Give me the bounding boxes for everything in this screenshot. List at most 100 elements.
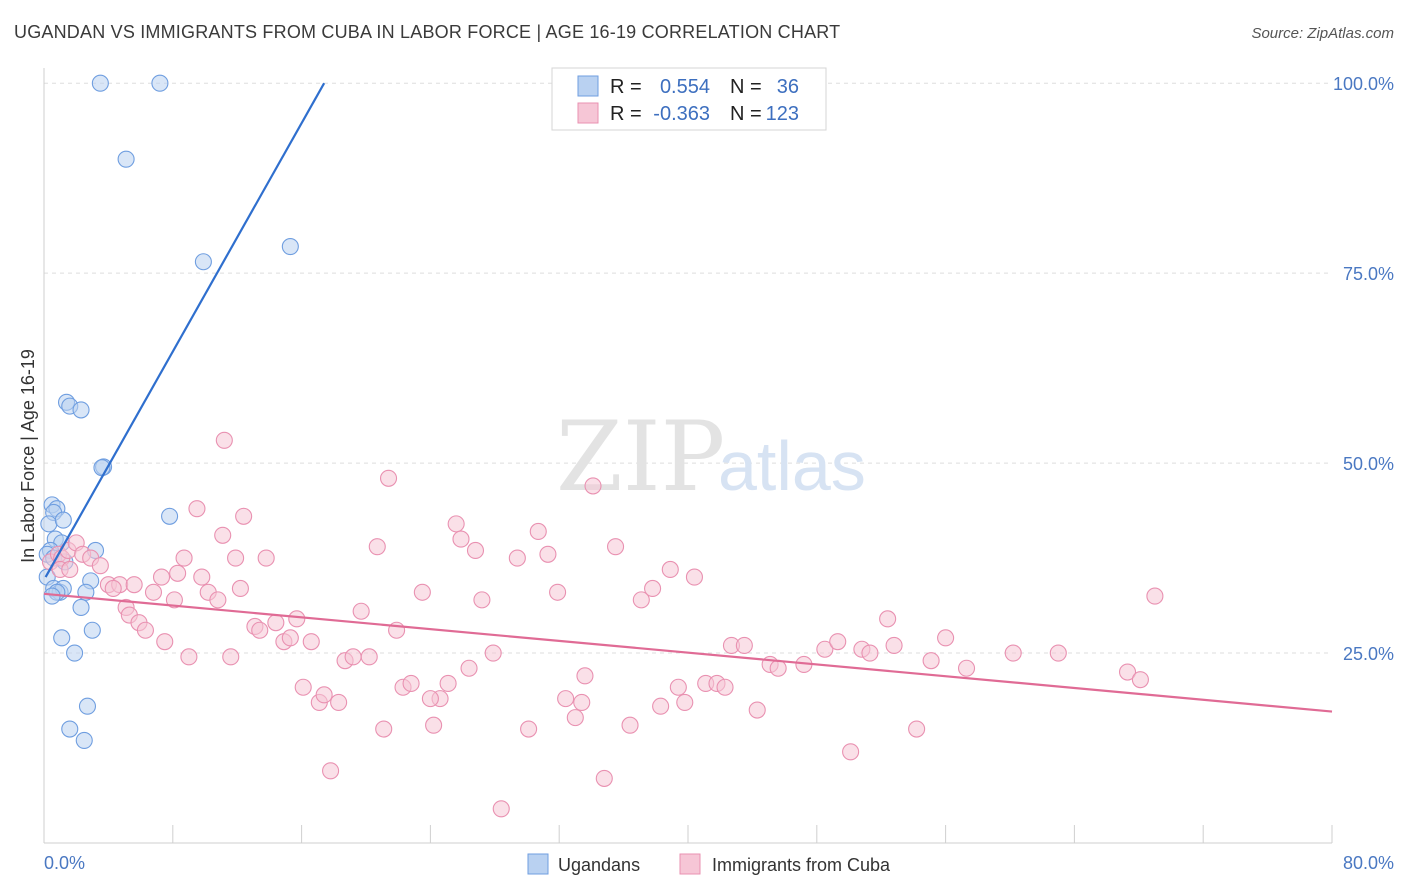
cuba-point-28	[209, 591, 227, 609]
stats-r-value-cuba: -0.363	[653, 103, 710, 125]
cuba-point-111	[1131, 671, 1149, 689]
cuba-point-41	[294, 678, 312, 696]
ugandans-point-32	[53, 629, 71, 647]
ugandans-trend-line	[44, 82, 326, 578]
cuba-point-12	[104, 579, 122, 598]
ugandans-point-35	[78, 697, 97, 715]
cuba-point-58	[425, 716, 443, 734]
cuba-point-78	[595, 769, 613, 787]
cuba-point-62	[452, 530, 470, 548]
cuba-point-104	[908, 720, 926, 738]
cuba-point-76	[576, 667, 594, 685]
ugandans-point-2	[117, 150, 135, 168]
stats-n-label-cuba: N =	[730, 103, 762, 125]
cuba-point-23	[175, 549, 193, 567]
ugandans-point-36	[61, 720, 79, 738]
cuba-point-61	[447, 515, 465, 533]
ugandans-point-37	[75, 731, 93, 749]
ugandans-point-3	[194, 253, 212, 271]
cuba-point-31	[227, 549, 245, 567]
cuba-point-52	[375, 720, 393, 738]
stats-r-value-ugandans: 0.554	[660, 76, 710, 98]
cuba-point-67	[492, 800, 510, 818]
y-tick-label-25: 25.0%	[1343, 644, 1394, 664]
cuba-point-72	[549, 583, 567, 601]
cuba-point-25	[188, 500, 206, 518]
legend-swatch-ugandans	[527, 853, 549, 875]
cuba-point-21	[165, 591, 183, 609]
y-tick-label-75: 75.0%	[1343, 264, 1394, 284]
cuba-point-69	[520, 720, 538, 738]
cuba-point-83	[652, 697, 670, 715]
cuba-point-70	[529, 522, 547, 541]
cuba-point-17	[136, 621, 154, 639]
cuba-point-102	[879, 610, 897, 628]
cuba-point-98	[829, 633, 847, 651]
cuba-point-95	[769, 659, 787, 677]
cuba-point-63	[460, 659, 478, 677]
cuba-point-71	[539, 545, 557, 563]
cuba-point-93	[748, 701, 766, 719]
cuba-point-53	[379, 469, 398, 487]
cuba-point-75	[573, 693, 591, 711]
cuba-point-51	[368, 538, 386, 556]
ugandans-point-13	[40, 515, 58, 533]
cuba-point-84	[661, 560, 679, 579]
cuba-point-86	[676, 693, 694, 711]
cuba-point-56	[402, 674, 420, 692]
cuba-point-80	[621, 716, 639, 734]
cuba-point-85	[669, 678, 687, 696]
cuba-point-22	[169, 564, 187, 582]
cuba-point-113	[215, 431, 233, 449]
legend-label-cuba: Immigrants from Cuba	[712, 855, 891, 875]
cuba-point-37	[267, 614, 285, 632]
cuba-point-74	[566, 709, 584, 727]
ugandans-point-31	[72, 598, 90, 617]
stats-r-label-cuba: R =	[610, 103, 642, 125]
x-axis-ticks	[172, 825, 1333, 843]
cuba-point-77	[584, 477, 602, 495]
x-tick-label-min: 0.0%	[44, 853, 85, 873]
y-tick-label-50: 50.0%	[1343, 454, 1394, 474]
cuba-point-108	[1004, 644, 1022, 662]
watermark-zip: ZIP	[556, 401, 725, 513]
cuba-point-87	[685, 568, 703, 586]
cuba-point-26	[193, 568, 211, 586]
ugandans-point-34	[66, 644, 84, 662]
cuba-point-32	[231, 579, 249, 598]
ugandans-point-0	[91, 74, 109, 92]
cuba-point-15	[125, 576, 143, 594]
cuba-point-57	[413, 583, 431, 601]
cuba-point-79	[606, 538, 625, 556]
cuba-point-103	[885, 636, 903, 655]
stats-r-label-ugandans: R =	[610, 76, 642, 98]
ugandans-point-1	[151, 74, 169, 92]
ugandans-point-7	[72, 401, 90, 419]
cuba-point-64	[466, 541, 485, 560]
cuba-point-42	[302, 633, 320, 651]
cuba-point-110	[1118, 663, 1137, 681]
cuba-point-36	[257, 549, 275, 567]
cuba-point-99	[842, 743, 860, 761]
cuba-point-19	[152, 568, 171, 586]
cuba-point-109	[1049, 644, 1067, 662]
cuba-point-30	[222, 648, 240, 666]
stats-swatch-ugandans	[577, 75, 599, 97]
cuba-point-114	[421, 690, 439, 708]
cuba-trend-line	[43, 592, 1333, 713]
cuba-points	[41, 431, 1164, 818]
cuba-point-48	[344, 648, 362, 666]
cuba-point-9	[91, 557, 109, 575]
cuba-point-40	[288, 610, 306, 628]
cuba-point-65	[473, 591, 491, 609]
cuba-point-49	[352, 602, 370, 620]
ugandans-point-14	[54, 511, 72, 529]
ugandans-point-15	[161, 507, 179, 525]
legend-label-ugandans: Ugandans	[558, 855, 640, 875]
cuba-point-33	[235, 507, 253, 525]
watermark: ZIP atlas	[556, 401, 866, 513]
y-tick-label-100: 100.0%	[1333, 74, 1394, 94]
cuba-point-90	[716, 678, 734, 696]
cuba-point-106	[937, 629, 955, 647]
cuba-point-82	[644, 579, 662, 598]
